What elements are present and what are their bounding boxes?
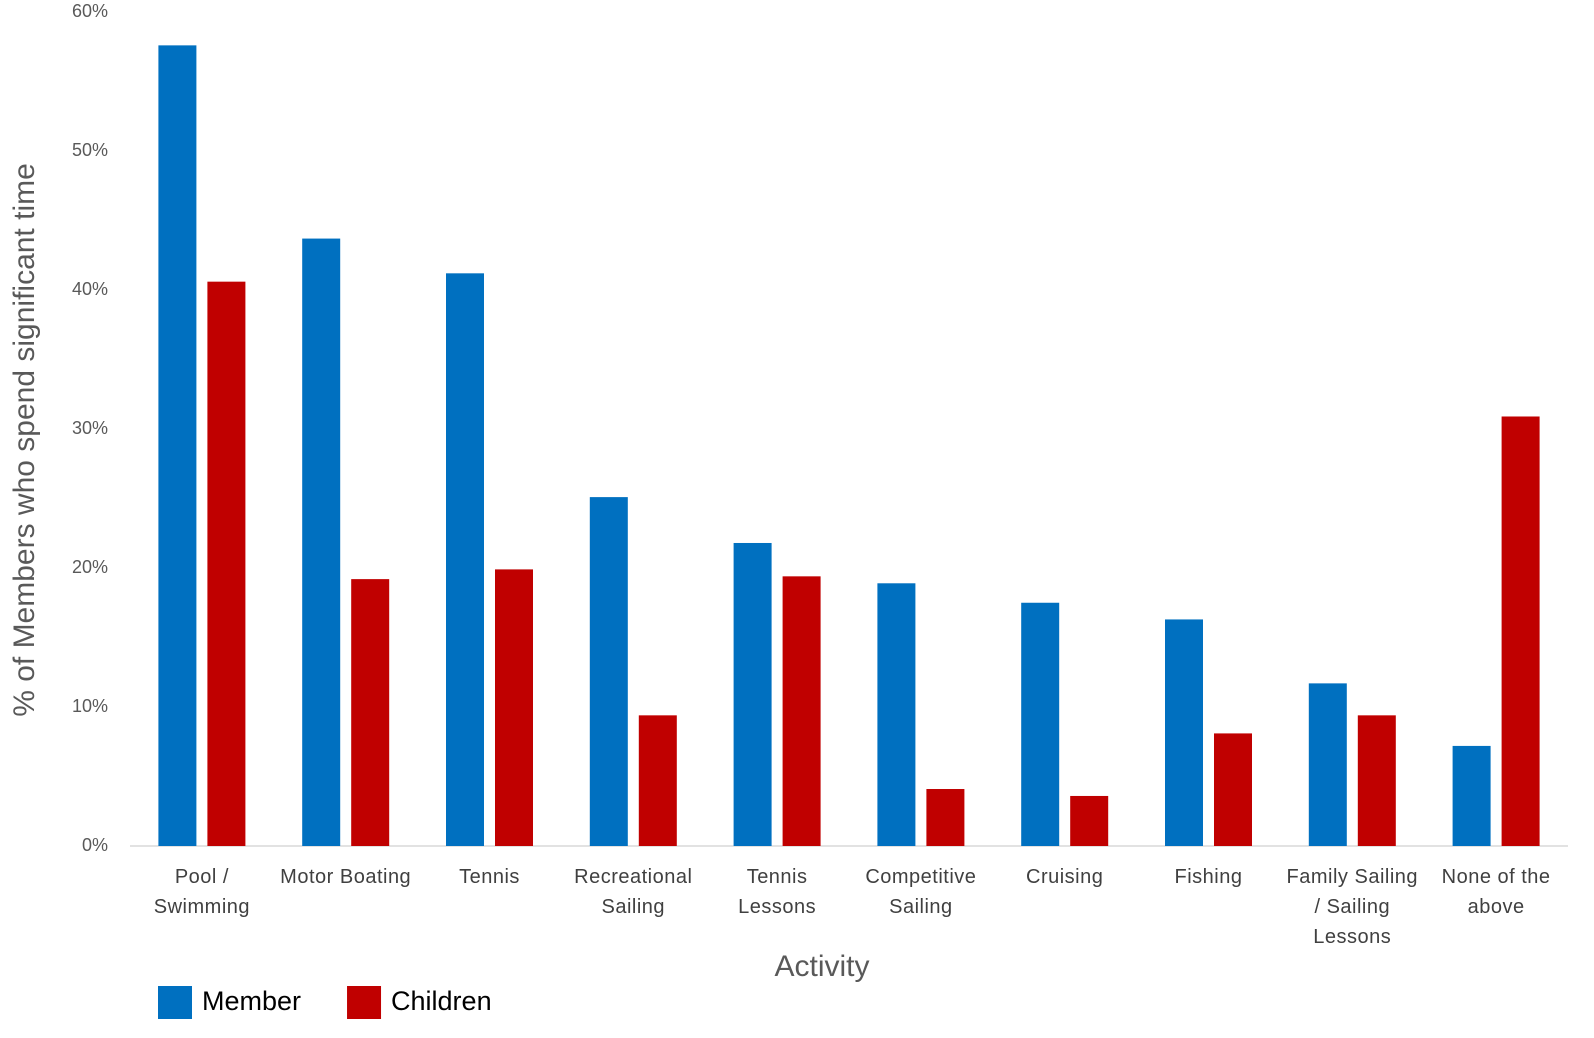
bar <box>589 497 628 846</box>
bar <box>1308 683 1347 846</box>
bar <box>1501 416 1540 846</box>
bar <box>1452 745 1491 846</box>
legend-swatch <box>347 986 382 1019</box>
x-tick-label: Competitive Sailing <box>865 866 977 918</box>
y-axis-title: % of Members who spend significant time <box>8 163 41 717</box>
y-tick-label: 10% <box>72 696 108 716</box>
bar <box>351 579 390 846</box>
bar <box>207 281 246 846</box>
legend-label: Children <box>391 986 492 1016</box>
y-tick-label: 0% <box>82 835 108 855</box>
bar <box>495 569 533 846</box>
y-tick-label: 60% <box>72 1 108 21</box>
bar <box>926 789 965 846</box>
bar <box>877 583 916 846</box>
x-axis-title: Activity <box>774 950 869 983</box>
bar <box>1021 602 1060 846</box>
x-tick-label: Recreational Sailing <box>574 866 693 918</box>
bar <box>782 576 821 846</box>
x-tick-label: Cruising <box>1026 866 1104 888</box>
y-tick-label: 50% <box>72 140 108 160</box>
bar <box>1070 795 1109 846</box>
x-tick-label: Tennis Lessons <box>738 866 817 918</box>
x-tick-label: Family Sailing / Sailing Lessons <box>1286 866 1419 948</box>
bar <box>1165 619 1203 846</box>
x-tick-label: Pool / Swimming <box>153 866 251 918</box>
bar <box>733 542 772 846</box>
bar <box>158 45 197 847</box>
x-tick-label: Motor Boating <box>280 866 412 888</box>
y-tick-label: 40% <box>72 279 108 299</box>
legend-swatch <box>158 986 192 1019</box>
bar <box>638 715 677 846</box>
bar <box>1214 733 1252 846</box>
legend-label: Member <box>202 986 301 1016</box>
x-tick-label: Tennis <box>459 866 520 888</box>
bar <box>1357 715 1396 846</box>
y-tick-label: 30% <box>72 418 108 438</box>
x-tick-label: Fishing <box>1174 866 1243 888</box>
y-tick-label: 20% <box>72 557 108 577</box>
bar <box>446 273 484 846</box>
bar <box>302 238 341 846</box>
x-tick-label: None of the above <box>1441 866 1551 918</box>
